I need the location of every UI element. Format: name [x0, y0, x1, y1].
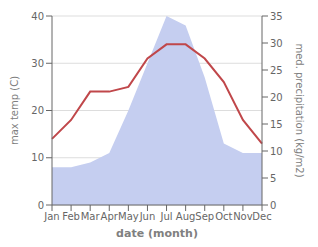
svg-text:5: 5 [270, 173, 276, 184]
svg-text:Apr: Apr [101, 211, 119, 222]
svg-text:Sep: Sep [195, 211, 214, 222]
svg-text:10: 10 [270, 146, 283, 157]
svg-text:20: 20 [270, 92, 283, 103]
svg-text:35: 35 [270, 11, 283, 22]
svg-text:Mar: Mar [81, 211, 101, 222]
svg-text:med. precipitation (kg/m2): med. precipitation (kg/m2) [294, 43, 305, 177]
svg-text:0: 0 [270, 200, 276, 211]
svg-text:Jun: Jun [139, 211, 156, 222]
svg-text:Aug: Aug [176, 211, 196, 222]
svg-text:max temp (C): max temp (C) [9, 76, 20, 145]
svg-text:30: 30 [31, 58, 44, 69]
svg-text:25: 25 [270, 65, 283, 76]
svg-text:Feb: Feb [62, 211, 80, 222]
svg-text:40: 40 [31, 11, 44, 22]
svg-text:15: 15 [270, 119, 283, 130]
svg-text:date (month): date (month) [116, 227, 198, 239]
svg-text:Oct: Oct [215, 211, 232, 222]
svg-text:30: 30 [270, 38, 283, 49]
svg-text:Nov: Nov [233, 211, 253, 222]
svg-text:20: 20 [31, 105, 44, 116]
svg-text:Dec: Dec [252, 211, 271, 222]
svg-text:Jan: Jan [43, 211, 59, 222]
svg-text:Jul: Jul [160, 211, 173, 222]
svg-text:0: 0 [38, 200, 44, 211]
svg-text:May: May [118, 211, 139, 222]
svg-text:10: 10 [31, 152, 44, 163]
